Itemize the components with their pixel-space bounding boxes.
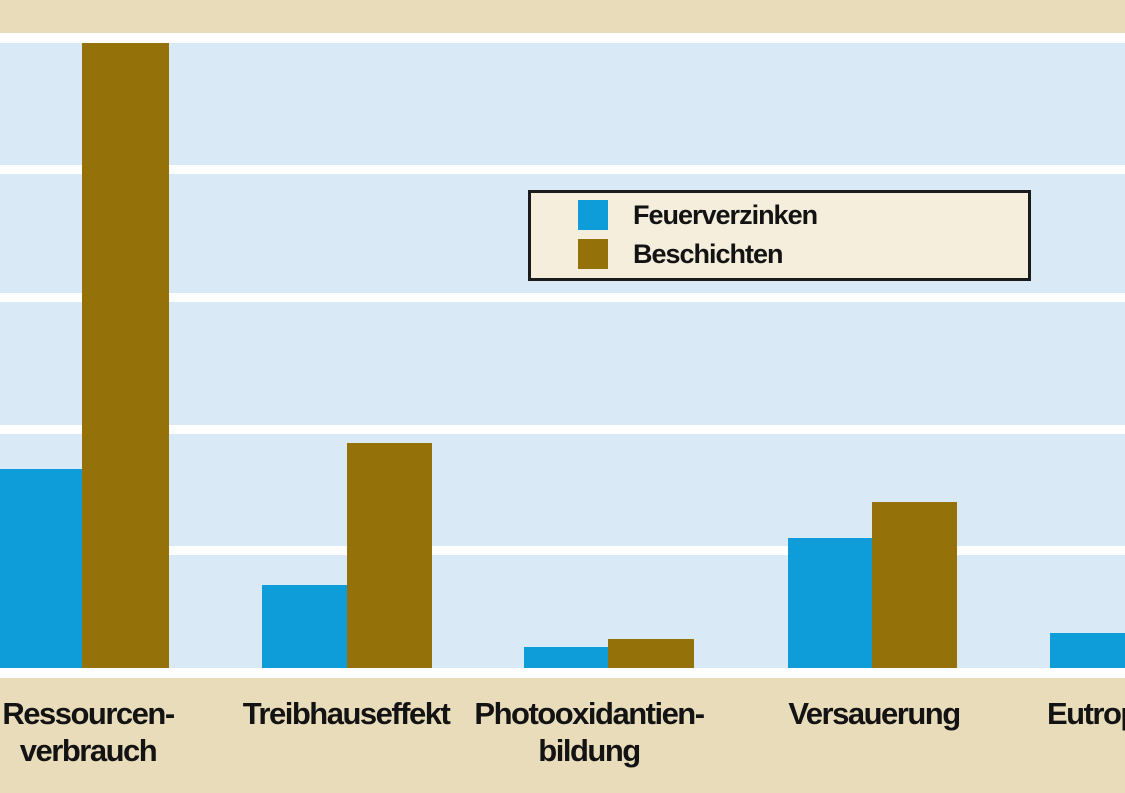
legend-swatch-feuerverzinken-icon — [578, 200, 608, 230]
x-axis-label-1: Treibhauseffekt — [242, 696, 451, 731]
gridline — [0, 165, 1125, 174]
legend-label-feuerverzinken: Feuerverzinken — [633, 199, 818, 230]
gridline — [0, 546, 1125, 555]
legend: Feuerverzinken Beschichten — [528, 190, 1031, 281]
legend-item-beschichten: Beschichten — [578, 238, 784, 269]
plot-top-white-band — [0, 33, 1125, 43]
bar-feuerverzinken-group-0 — [0, 469, 82, 668]
gridline — [0, 293, 1125, 302]
x-axis-label-3: Versauerung — [788, 696, 961, 731]
bar-beschichten-group-2 — [608, 639, 694, 668]
bar-feuerverzinken-group-3 — [788, 538, 872, 668]
x-axis-label-2: Photooxidantien- bildung — [474, 696, 705, 768]
plot-bottom-white-band — [0, 668, 1125, 678]
bar-feuerverzinken-group-4 — [1050, 633, 1125, 668]
gridline — [0, 425, 1125, 434]
x-axis-label-4: Eutrop — [1047, 696, 1125, 731]
bar-beschichten-group-0 — [82, 43, 169, 668]
x-axis-label-0: Ressourcen- verbrauch — [2, 696, 175, 768]
legend-swatch-beschichten-icon — [578, 239, 608, 269]
legend-item-feuerverzinken: Feuerverzinken — [578, 199, 818, 230]
bar-beschichten-group-1 — [347, 443, 432, 668]
plot-area — [0, 43, 1125, 668]
bar-beschichten-group-3 — [872, 502, 957, 668]
bar-feuerverzinken-group-1 — [262, 585, 347, 668]
bar-feuerverzinken-group-2 — [524, 647, 608, 668]
legend-label-beschichten: Beschichten — [633, 238, 784, 269]
